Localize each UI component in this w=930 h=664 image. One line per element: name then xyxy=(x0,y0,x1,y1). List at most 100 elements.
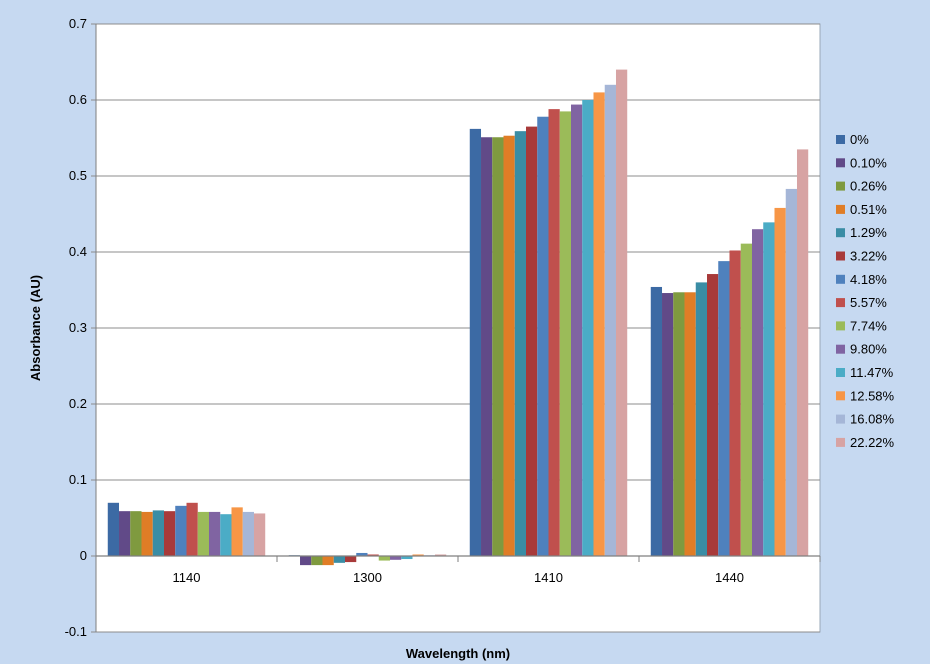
bar xyxy=(356,552,368,556)
bar xyxy=(130,511,142,556)
bar xyxy=(412,554,424,556)
bar xyxy=(253,513,266,556)
bar xyxy=(695,282,708,556)
legend-item: 9.80% xyxy=(836,342,887,357)
legend-label: 22.22% xyxy=(850,435,895,450)
legend-item: 3.22% xyxy=(836,249,887,264)
bar xyxy=(300,556,312,566)
y-tick-label: 0.3 xyxy=(69,320,87,335)
y-tick-labels: -0.1 0 0.1 0.2 0.3 0.4 0.5 0.6 0.7 xyxy=(65,16,87,639)
bars xyxy=(107,69,809,566)
bar xyxy=(197,511,209,556)
x-tick-label: 1440 xyxy=(715,570,744,585)
bar xyxy=(740,243,752,556)
x-tick-label: 1410 xyxy=(534,570,563,585)
legend-item: 22.22% xyxy=(836,435,895,450)
legend-label: 12.58% xyxy=(850,388,895,403)
legend-item: 7.74% xyxy=(836,318,887,333)
legend-swatch xyxy=(836,344,845,354)
y-tick-label: 0.7 xyxy=(69,16,87,31)
bar xyxy=(763,222,775,557)
bar xyxy=(434,554,447,556)
axes xyxy=(95,24,821,632)
x-tick-label: 1140 xyxy=(173,570,201,585)
legend-swatch xyxy=(836,251,845,261)
legend-item: 0% xyxy=(836,132,869,147)
legend-label: 7.74% xyxy=(850,318,887,333)
legend-label: 3.22% xyxy=(850,249,887,264)
legend-item: 12.58% xyxy=(836,388,895,403)
legend-label: 0% xyxy=(850,132,869,147)
bar xyxy=(751,229,764,556)
legend-swatch xyxy=(836,437,845,447)
legend-item: 4.18% xyxy=(836,272,887,287)
bar xyxy=(774,207,786,557)
bar xyxy=(107,502,120,556)
legend-swatch xyxy=(836,298,845,308)
bar xyxy=(164,511,176,556)
bar xyxy=(707,274,719,556)
legend: 0% 0.10% 0.26% 0.51% 1.29% 3.22% 4.18% 5.57% 7.7… xyxy=(836,132,895,450)
bar xyxy=(718,261,730,556)
bar xyxy=(141,511,153,556)
bar xyxy=(186,502,198,556)
legend-item: 0.51% xyxy=(836,202,887,217)
bar xyxy=(311,556,323,566)
legend-label: 0.26% xyxy=(850,179,887,194)
bar xyxy=(582,100,594,556)
legend-label: 0.51% xyxy=(850,202,887,217)
legend-item: 0.26% xyxy=(836,179,887,194)
legend-swatch xyxy=(836,158,845,168)
x-tick-labels: 1140 1300 1410 1440 xyxy=(173,570,744,585)
legend-label: 1.29% xyxy=(850,225,887,240)
bar xyxy=(526,126,538,556)
legend-swatch xyxy=(836,368,845,377)
bar xyxy=(333,556,346,563)
legend-item: 5.57% xyxy=(836,295,887,310)
y-tick-label: 0.4 xyxy=(69,244,87,259)
bar xyxy=(208,511,221,556)
bar xyxy=(593,92,605,557)
bar xyxy=(242,511,254,556)
bar xyxy=(684,292,696,556)
bar xyxy=(401,556,413,560)
bar xyxy=(119,511,131,556)
y-tick-label: 0.1 xyxy=(69,472,87,487)
y-axis-title: Absorbance (AU) xyxy=(28,275,43,381)
bar xyxy=(481,137,493,557)
legend-item: 0.10% xyxy=(836,155,887,170)
legend-swatch xyxy=(836,181,845,191)
x-axis-title: Wavelength (nm) xyxy=(406,646,510,661)
bar xyxy=(152,510,165,556)
legend-swatch xyxy=(836,204,845,214)
bar xyxy=(537,116,549,556)
bar xyxy=(662,293,674,556)
bar xyxy=(345,556,357,563)
bar xyxy=(231,507,243,556)
legend-swatch xyxy=(836,321,845,331)
y-tick-label: 0.2 xyxy=(69,396,87,411)
legend-swatch xyxy=(836,414,845,424)
bar xyxy=(469,128,482,556)
legend-label: 11.47% xyxy=(850,365,894,380)
bar xyxy=(559,111,571,557)
bar xyxy=(367,554,379,556)
bar xyxy=(503,135,515,556)
legend-swatch xyxy=(836,391,845,401)
legend-item: 16.08% xyxy=(836,412,895,427)
y-tick-label: -0.1 xyxy=(65,624,87,639)
bar xyxy=(673,292,685,556)
bar xyxy=(729,250,741,557)
y-tick-label: 0.6 xyxy=(69,92,87,107)
legend-swatch xyxy=(836,135,845,144)
legend-item: 1.29% xyxy=(836,225,887,240)
bar xyxy=(548,109,560,557)
legend-swatch xyxy=(836,228,845,238)
legend-label: 0.10% xyxy=(850,155,887,170)
legend-label: 16.08% xyxy=(850,412,895,427)
bar xyxy=(220,514,232,556)
bar xyxy=(514,131,527,556)
bar xyxy=(570,104,583,556)
legend-label: 4.18% xyxy=(850,272,887,287)
